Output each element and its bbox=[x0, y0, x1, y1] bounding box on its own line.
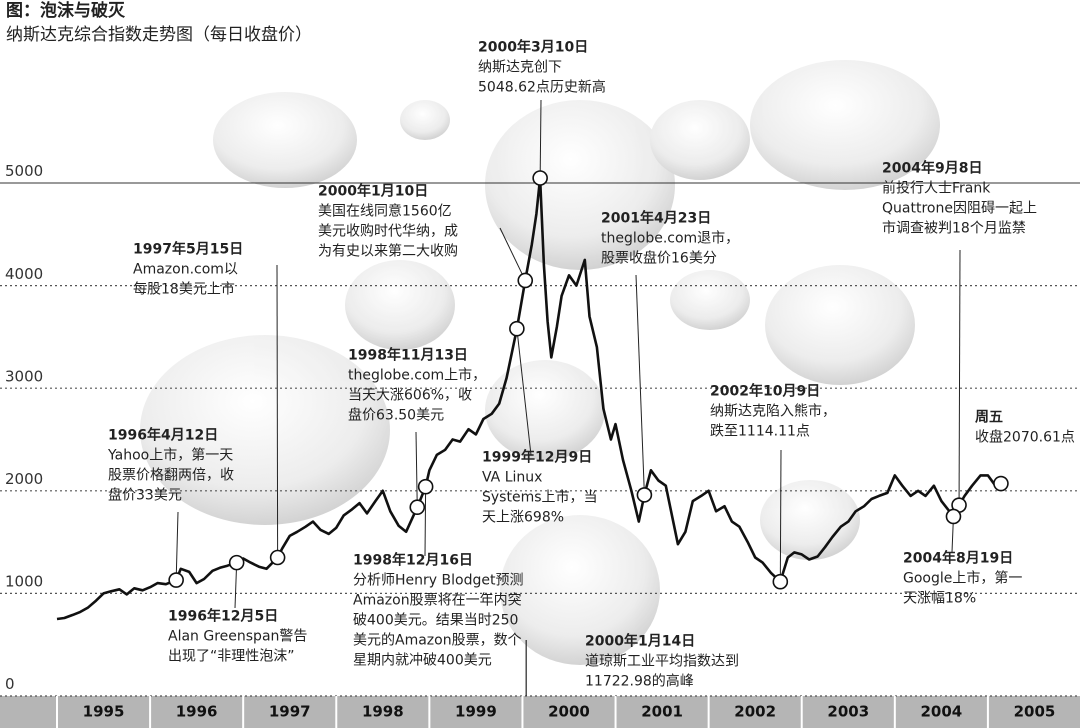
x-tick-label: 2002 bbox=[734, 703, 776, 721]
x-tick-label: 2005 bbox=[1014, 703, 1056, 721]
annotation-text: Systems上市，当 bbox=[482, 489, 598, 506]
annotation-text: 5048.62点历史新高 bbox=[478, 79, 606, 96]
annotation-text: 天上涨698% bbox=[482, 510, 564, 526]
annotation-date: 2004年8月19日 bbox=[903, 550, 1013, 567]
annotation-text: 破400美元。结果当时250 bbox=[353, 613, 518, 629]
y-tick-label: 4000 bbox=[5, 265, 43, 283]
annotation-text: 股票价格翻两倍，收 bbox=[108, 468, 234, 484]
annotation-text: 收盘2070.61点 bbox=[975, 429, 1075, 446]
annotation-text: 出现了“非理性泡沫” bbox=[168, 649, 295, 665]
y-tick-label: 2000 bbox=[5, 470, 43, 488]
leader-line bbox=[539, 99, 542, 179]
x-tick-label: 2000 bbox=[548, 703, 590, 721]
leader-line bbox=[958, 249, 961, 506]
annotation-date: 2004年9月8日 bbox=[882, 160, 982, 177]
annotation-text: 分析师Henry Blodget预测 bbox=[353, 573, 523, 589]
annotation-text: Yahoo上市，第一天 bbox=[107, 447, 233, 464]
annotation-text: 美元收购时代华纳，成 bbox=[318, 224, 458, 240]
event-marker bbox=[636, 487, 653, 503]
y-tick-label: 1000 bbox=[5, 573, 43, 591]
annotation-date: 1999年12月9日 bbox=[482, 449, 592, 466]
chart-title: 图：泡沫与破灭 bbox=[6, 0, 126, 21]
annotation-text: Amazon.com以 bbox=[133, 262, 238, 278]
annotation-text: theglobe.com上市， bbox=[348, 367, 486, 384]
annotation-text: 美元的Amazon股票，数个 bbox=[353, 633, 522, 649]
x-tick-label: 1999 bbox=[455, 703, 497, 721]
x-tick-label: 1998 bbox=[362, 703, 404, 721]
leader-line bbox=[516, 328, 532, 456]
annotation-text: 为有史以来第二大收购 bbox=[318, 243, 458, 260]
annotation-text: Amazon股票将在一年内突 bbox=[353, 593, 522, 609]
annotation-text: 纳斯达克创下 bbox=[478, 60, 562, 76]
annotation-text: 股票收盘价16美分 bbox=[601, 250, 717, 267]
leader-line bbox=[175, 511, 179, 581]
event-marker bbox=[409, 499, 426, 516]
annotation-text: 市调查被判18个月监禁 bbox=[882, 220, 1026, 237]
event-marker bbox=[945, 508, 962, 525]
x-tick-label: 1997 bbox=[269, 703, 311, 721]
x-tick-label: 2003 bbox=[827, 703, 869, 721]
annotation-text: theglobe.com退市， bbox=[601, 230, 739, 247]
annotation-date: 周五 bbox=[975, 410, 1003, 426]
annotation-text: Google上市，第一 bbox=[903, 570, 1022, 587]
y-tick-label: 3000 bbox=[5, 367, 43, 385]
annotation-date: 1998年11月13日 bbox=[348, 347, 468, 364]
event-marker bbox=[269, 549, 286, 566]
annotation-date: 1996年12月5日 bbox=[168, 608, 278, 625]
chart-subtitle: 纳斯达克综合指数走势图（每日收盘价） bbox=[6, 25, 312, 45]
year-bar bbox=[0, 696, 1080, 728]
leader-line bbox=[779, 449, 782, 582]
annotation-text: 天涨幅18% bbox=[903, 591, 976, 607]
annotation-text: 纳斯达克陷入熊市， bbox=[710, 403, 836, 420]
leader-line bbox=[635, 274, 645, 495]
annotation-text: VA Linux bbox=[482, 470, 542, 486]
annotation-text: 盘价33美元 bbox=[108, 487, 182, 504]
annotation-text: Quattrone因阻碍一起上 bbox=[882, 201, 1037, 217]
x-tick-label: 1996 bbox=[176, 703, 218, 721]
annotation-text: 每股18美元上市 bbox=[133, 281, 235, 298]
event-marker bbox=[509, 320, 525, 337]
annotation-date: 2001年4月23日 bbox=[601, 210, 711, 227]
x-tick-label: 2004 bbox=[920, 703, 962, 721]
event-marker bbox=[417, 478, 434, 495]
annotation-date: 2000年1月10日 bbox=[318, 183, 428, 200]
annotation-date: 2002年10月9日 bbox=[710, 383, 820, 400]
x-tick-label: 2001 bbox=[641, 703, 683, 721]
event-marker bbox=[168, 572, 184, 588]
annotation-text: 星期内就冲破400美元 bbox=[353, 653, 492, 669]
annotation-date: 2000年3月10日 bbox=[478, 39, 588, 56]
event-marker bbox=[993, 475, 1009, 492]
leader-line bbox=[424, 486, 427, 557]
annotation-text: Alan Greenspan警告 bbox=[168, 629, 307, 645]
leader-line bbox=[415, 431, 418, 508]
annotation-date: 1997年5月15日 bbox=[133, 241, 243, 258]
annotation-text: 当天大涨606%，收 bbox=[348, 388, 472, 404]
event-marker bbox=[772, 573, 789, 590]
x-tick-label: 1995 bbox=[83, 703, 125, 721]
annotation-date: 1998年12月16日 bbox=[353, 552, 473, 569]
annotation-text: 美国在线同意1560亿 bbox=[318, 203, 452, 220]
y-tick-label: 5000 bbox=[5, 162, 43, 180]
annotation-date: 1996年4月12日 bbox=[108, 427, 218, 444]
annotation-text: 11722.98的高峰 bbox=[585, 673, 694, 690]
annotation-date: 2000年1月14日 bbox=[585, 633, 695, 650]
annotation-text: 跌至1114.11点 bbox=[710, 424, 810, 440]
leader-line bbox=[276, 264, 279, 558]
event-marker bbox=[228, 554, 245, 571]
y-tick-label: 0 bbox=[5, 675, 15, 693]
annotation-text: 盘价63.50美元 bbox=[348, 407, 444, 424]
annotation-text: 道琼斯工业平均指数达到 bbox=[585, 654, 739, 670]
event-marker bbox=[517, 272, 534, 289]
leader-line bbox=[499, 227, 526, 281]
annotation-text: 前投行人士Frank bbox=[882, 180, 991, 197]
event-marker bbox=[532, 170, 548, 186]
